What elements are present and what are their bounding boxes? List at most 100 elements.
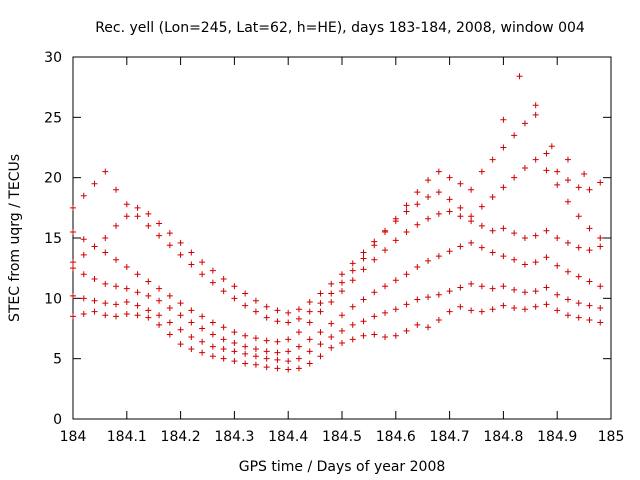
data-point [295,343,302,350]
series-sat-b [70,280,604,365]
data-point [457,284,464,291]
data-point [511,230,518,237]
data-point [360,332,367,339]
data-point [575,314,582,321]
data-point [339,312,345,319]
data-point [188,319,195,326]
data-point [70,228,76,235]
data-point [414,201,421,208]
data-point [478,168,485,175]
data-point [242,332,249,339]
data-point [123,311,130,318]
data-point [156,321,163,328]
data-point [231,329,238,336]
data-point [521,289,528,296]
data-point [328,344,335,351]
data-point [209,279,216,286]
data-point [263,355,270,362]
y-tick-label: 20 [44,171,62,187]
data-point [209,353,216,360]
data-point [70,313,76,320]
data-point [209,267,216,274]
data-point [102,312,109,319]
data-point [468,280,475,287]
data-point [91,308,98,315]
data-point [586,278,593,285]
data-point [242,302,249,309]
data-point [80,251,87,258]
data-point [564,268,571,275]
data-point [317,300,324,307]
data-point [382,247,389,254]
data-point [209,319,216,326]
data-point [317,329,324,336]
data-point [586,317,593,324]
data-point [166,292,173,299]
data-point [156,312,163,319]
data-point [457,180,464,187]
data-point [231,339,238,346]
data-point [295,315,302,322]
data-point [597,243,604,250]
data-point [145,314,152,321]
x-tick-label: 184.2 [161,429,201,445]
series-sat-d [70,208,604,345]
data-point [134,213,141,220]
data-point [392,237,399,244]
data-point [575,244,582,251]
data-point [554,181,561,188]
data-point [564,156,571,163]
data-point [70,259,76,266]
data-point [371,289,378,296]
data-point [91,276,98,283]
data-point [371,313,378,320]
data-point [199,338,206,345]
data-point [414,321,421,328]
data-point [548,143,555,150]
data-point [597,283,604,290]
data-point [489,306,496,313]
data-point [188,261,195,268]
data-point [403,202,410,209]
data-point [435,253,442,260]
data-point [403,228,410,235]
y-axis-label: STEC from uqrg / TECUs [7,154,23,322]
data-point [435,210,442,217]
chart-title: Rec. yell (Lon=245, Lat=62, h=HE), days … [95,20,585,36]
data-point [446,248,453,255]
data-point [295,355,302,362]
data-point [586,186,593,193]
data-point [306,360,313,367]
data-point [263,337,270,344]
data-point [457,303,464,310]
x-tick-label: 184.9 [537,429,577,445]
data-point [339,339,345,346]
data-point [403,271,410,278]
data-point [489,193,496,200]
data-point [349,277,356,284]
data-point [532,288,539,295]
data-point [403,327,410,334]
data-point [500,116,507,123]
data-point [586,225,593,232]
data-point [102,300,109,307]
series-sat-g [500,73,588,178]
data-point [123,285,130,292]
data-point [500,144,507,151]
data-point [242,290,249,297]
data-point [274,307,281,314]
data-point [511,174,518,181]
data-point [274,356,281,363]
data-point [425,324,432,331]
data-point [521,306,528,313]
data-point [145,278,152,285]
data-point [328,298,335,305]
data-point [414,189,421,196]
data-point [328,333,335,340]
data-point [360,249,367,256]
data-point [392,332,399,339]
data-point [489,249,496,256]
data-point [446,308,453,315]
data-point [554,291,561,298]
data-point [457,213,464,220]
